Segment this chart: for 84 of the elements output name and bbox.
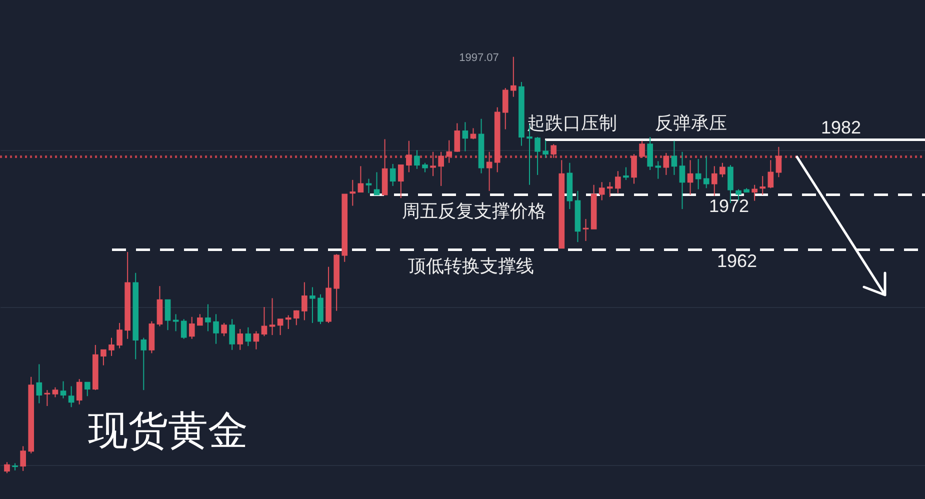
- candlestick: [406, 140, 412, 173]
- candlestick: [486, 151, 492, 192]
- candlestick: [180, 318, 187, 340]
- candlestick: [229, 318, 235, 350]
- ref-line-label: 1962: [716, 250, 758, 271]
- candlestick: [164, 299, 171, 331]
- candlestick: [60, 380, 66, 399]
- candlestick: [582, 218, 589, 242]
- candlestick: [695, 158, 702, 190]
- candlestick: [502, 88, 508, 130]
- candlestick: [253, 330, 260, 350]
- candlestick: [293, 310, 300, 326]
- candlestick: [768, 160, 774, 189]
- ref-line-label: 1982: [820, 118, 862, 138]
- candlestick: [350, 179, 356, 206]
- candlestick: [438, 151, 444, 186]
- candlestick: [358, 166, 364, 193]
- candlestick: [140, 337, 147, 391]
- candlestick: [237, 328, 244, 350]
- candlestick: [598, 182, 605, 201]
- candlestick: [663, 152, 670, 176]
- candlestick: [36, 364, 42, 404]
- candlestick: [76, 378, 82, 405]
- candlestick: [318, 294, 324, 325]
- candlestick: [197, 314, 203, 326]
- candlestick: [205, 304, 211, 332]
- candlestick: [711, 166, 718, 196]
- candlestick: [310, 286, 316, 324]
- candlestick: [510, 56, 516, 98]
- candlestick: [269, 298, 276, 336]
- candlestick: [679, 151, 686, 210]
- candlestick: [398, 164, 404, 199]
- candlestick: [422, 162, 428, 173]
- candlestick: [277, 318, 284, 336]
- candlestick: [414, 150, 420, 170]
- candlestick: [639, 140, 645, 158]
- candlestick: [534, 136, 540, 176]
- candlestick: [221, 322, 227, 337]
- candlestick: [68, 386, 74, 408]
- candlestick: [687, 160, 694, 196]
- annotation: 顶低转换支撑线: [408, 256, 534, 276]
- annotation: 反弹承压: [655, 113, 727, 133]
- candlestick: [776, 146, 782, 178]
- candlestick: [261, 306, 268, 337]
- candlestick: [245, 326, 252, 347]
- candlestick: [647, 136, 653, 170]
- candlestick: [52, 386, 58, 398]
- candlestick: [631, 154, 637, 184]
- candlestick: [454, 122, 460, 152]
- candlestick: [116, 322, 122, 349]
- candlestick: [760, 176, 766, 196]
- candlestick: [736, 188, 742, 201]
- candlestick: [374, 172, 380, 196]
- candlestick: [188, 316, 195, 340]
- annotation: 周五反复支撑价格: [402, 201, 546, 221]
- candlestick: [20, 446, 26, 472]
- candlestick: [462, 122, 468, 152]
- candlestick: [446, 140, 452, 164]
- candlestick: [470, 128, 476, 140]
- candlestick: [703, 156, 710, 189]
- candlestick: [366, 178, 372, 194]
- candlestick: [720, 162, 726, 178]
- candlestick: [752, 184, 758, 202]
- candlestick: [4, 462, 10, 474]
- candlestick: [108, 337, 114, 356]
- text: 现货黄金: [88, 408, 248, 453]
- candlestick: [430, 151, 436, 177]
- candlestick: [302, 282, 308, 321]
- candlestick: [623, 166, 629, 180]
- candlestick: [606, 182, 613, 198]
- candlestick: [100, 349, 106, 366]
- candlestick: [550, 144, 557, 158]
- ref-line-label: 1972: [708, 196, 750, 216]
- annotation: 1997.07: [459, 52, 499, 64]
- candlestick: [542, 140, 548, 158]
- candlestick: [390, 163, 396, 186]
- candlestick: [84, 382, 90, 397]
- candlestick: [671, 140, 678, 176]
- candlestick: [213, 314, 219, 344]
- candlestick: [655, 160, 662, 180]
- candlestick: [615, 170, 621, 194]
- candlestick: [172, 314, 179, 332]
- candlestick: [285, 314, 292, 330]
- candlestick: [44, 390, 50, 407]
